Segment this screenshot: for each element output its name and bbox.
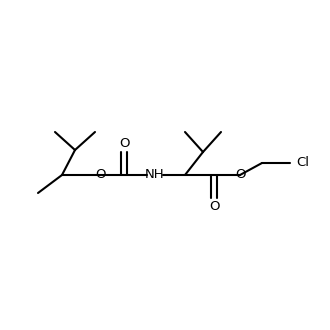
Text: NH: NH bbox=[145, 169, 165, 182]
Text: O: O bbox=[95, 169, 105, 182]
Text: O: O bbox=[235, 169, 245, 182]
Text: O: O bbox=[209, 200, 219, 213]
Text: Cl: Cl bbox=[296, 156, 309, 170]
Text: O: O bbox=[119, 137, 129, 150]
